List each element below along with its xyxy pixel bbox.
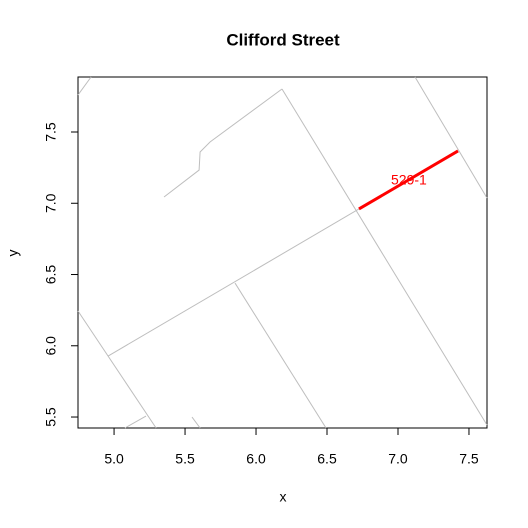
y-tick-label: 5.5 — [43, 407, 59, 427]
x-tick-label: 5.0 — [104, 451, 124, 467]
x-tick-label: 6.5 — [317, 451, 337, 467]
street-segment — [414, 76, 488, 199]
x-tick-label: 7.0 — [388, 451, 408, 467]
street-segment — [77, 76, 92, 96]
street-segment — [124, 415, 147, 429]
y-tick-label: 7.0 — [43, 193, 59, 213]
plot-frame — [77, 76, 488, 429]
street-segment — [77, 310, 157, 429]
x-tick-label: 5.5 — [175, 451, 195, 467]
y-axis-label: y — [5, 250, 21, 257]
x-axis-label: x — [280, 489, 287, 505]
x-tick-label: 7.5 — [459, 451, 479, 467]
street-segment — [191, 416, 201, 429]
annotation: 529-1 — [391, 172, 427, 188]
street-segment — [163, 88, 283, 198]
street-segment — [234, 282, 327, 429]
y-tick-label: 6.0 — [43, 336, 59, 356]
x-tick-label: 6.0 — [246, 451, 266, 467]
street-segment — [281, 88, 488, 426]
y-tick-label: 6.5 — [43, 265, 59, 285]
chart-title: Clifford Street — [226, 30, 340, 49]
street-segment — [107, 208, 360, 357]
street-segment — [358, 149, 459, 211]
y-tick-label: 7.5 — [43, 122, 59, 142]
